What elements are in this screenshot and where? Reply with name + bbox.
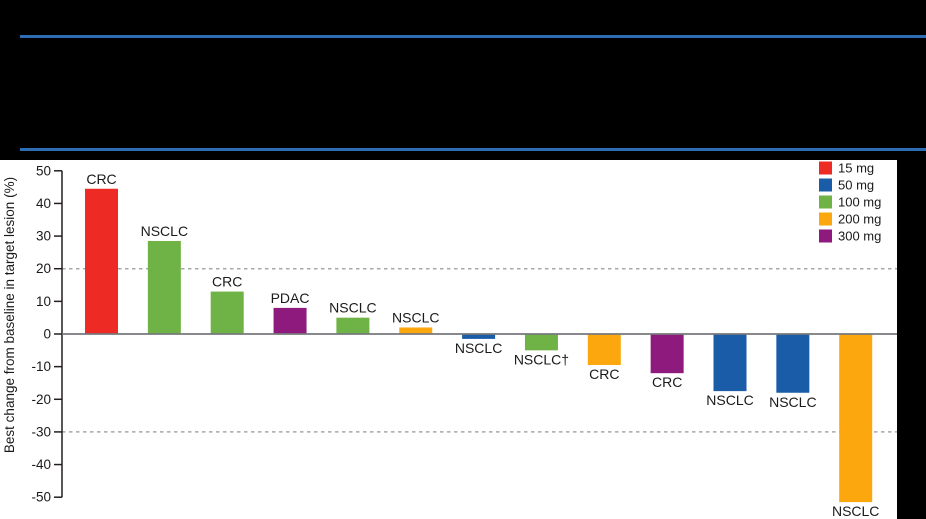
- y-tick-label: 10: [36, 294, 51, 309]
- y-tick-label: 0: [43, 327, 51, 342]
- y-tick-label: -10: [31, 359, 51, 374]
- legend-swatch-50mg: [819, 178, 832, 192]
- bar-label: NSCLC: [329, 300, 376, 316]
- bar-7: [462, 334, 496, 339]
- bar-6: [399, 327, 433, 334]
- y-tick-label: -40: [31, 457, 51, 472]
- bar-label: CRC: [212, 274, 242, 290]
- legend-label: 200 mg: [838, 212, 881, 227]
- bar-3: [210, 291, 244, 334]
- y-axis-title: Best change from baseline in target lesi…: [2, 177, 17, 453]
- bar-11: [713, 334, 747, 392]
- bar-label: NSCLC: [706, 392, 753, 408]
- y-tick-label: 20: [36, 261, 51, 276]
- legend-swatch-300mg: [819, 229, 832, 243]
- bar-4: [273, 307, 307, 334]
- header-divider-line: [20, 148, 926, 151]
- bar-label: NSCLC: [455, 340, 502, 356]
- waterfall-chart-panel: 50 40 30 20 10 0 -10 -20 -30 -40 -50 CRC NSCLC CRC PDA…: [0, 160, 897, 519]
- y-tick-label: 50: [36, 163, 51, 178]
- bar-label: NSCLC: [769, 394, 816, 410]
- bar-label: PDAC: [271, 290, 310, 306]
- bar-label: NSCLC: [141, 223, 188, 239]
- y-tick-label: 40: [36, 196, 51, 211]
- bar-5: [336, 317, 370, 334]
- legend-swatch-200mg: [819, 212, 832, 226]
- legend-label: 300 mg: [838, 229, 881, 244]
- bar-8: [524, 334, 558, 351]
- legend-swatch-100mg: [819, 195, 832, 209]
- y-tick-label: -30: [31, 424, 51, 439]
- bar-2: [147, 240, 181, 334]
- bar-label: CRC: [86, 171, 116, 187]
- bar-13: [839, 334, 873, 503]
- legend-label: 50 mg: [838, 178, 874, 193]
- bar-label: CRC: [589, 366, 619, 382]
- bar-1: [85, 188, 118, 334]
- bar-10: [650, 334, 684, 374]
- bar-label: NSCLC: [832, 503, 879, 519]
- bar-label: NSCLC: [392, 309, 439, 325]
- bar-label: CRC: [652, 374, 682, 390]
- legend-swatch-15mg: [819, 161, 832, 175]
- top-divider-line: [20, 35, 926, 38]
- y-tick-label: 30: [36, 229, 51, 244]
- legend-label: 15 mg: [838, 161, 874, 176]
- bar-9: [587, 334, 621, 366]
- bar-12: [776, 334, 810, 393]
- legend-label: 100 mg: [838, 195, 881, 210]
- y-tick-label: -20: [31, 392, 51, 407]
- waterfall-chart: 50 40 30 20 10 0 -10 -20 -30 -40 -50 CRC NSCLC CRC PDA…: [2, 161, 897, 519]
- y-tick-label: -50: [31, 490, 51, 505]
- bar-label: NSCLC†: [514, 351, 569, 367]
